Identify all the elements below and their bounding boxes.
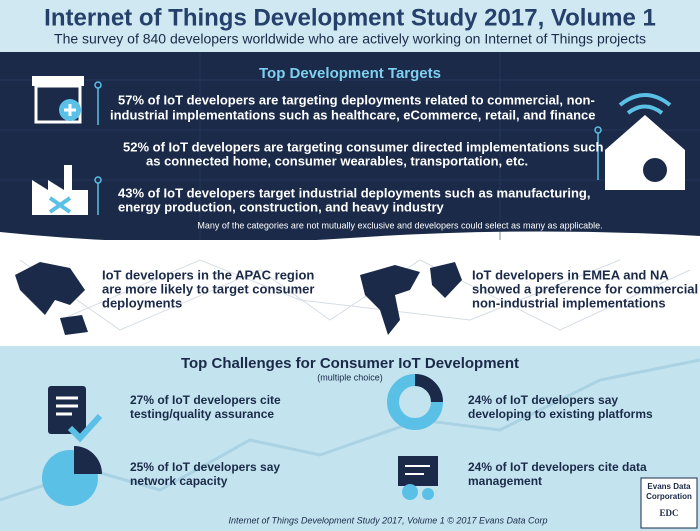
target-text: 52% of IoT developers are targeting cons… [123,139,603,154]
trend-decoration [0,358,700,502]
challenge-text: management [468,474,542,488]
header-bg [0,0,700,52]
region-text: IoT developers in the APAC region [102,267,314,282]
region-text: IoT developers in EMEA and NA [472,267,669,282]
home-icon [605,93,685,190]
region-text: deployments [102,295,182,310]
pie-icon [42,446,102,506]
challenge-text: 24% of IoT developers say [468,393,618,407]
logo-text: Evans Data [647,482,691,491]
connector-lines [94,81,602,215]
footer: Internet of Things Development Study 201… [229,515,548,525]
logo-text: Corporation [646,492,692,501]
factory-icon [32,165,88,215]
section-title: Top Development Targets [259,65,441,82]
region-text: showed a preference for commercial [472,281,698,296]
challenge-text: 25% of IoT developers say [130,460,280,474]
checklist-icon [48,386,103,443]
network-decoration [19,259,691,331]
target-text: as connected home, consumer wearables, t… [146,153,528,168]
challenge-text: testing/quality assurance [130,407,274,421]
target-text: 57% of IoT developers are targeting depl… [118,92,595,107]
data-icon [398,456,438,500]
region-text: are more likely to target consumer [102,281,314,296]
region-text: non-industrial implementations [472,295,666,310]
emea-na-map [360,262,462,335]
target-text: 43% of IoT developers target industrial … [118,185,590,200]
apac-map [15,262,88,335]
subtitle: The survey of 840 developers worldwide w… [54,31,646,47]
targets-bg [0,52,700,240]
challenge-text: network capacity [130,474,228,488]
section-title: Top Challenges for Consumer IoT Developm… [181,355,519,372]
note: Many of the categories are not mutually … [197,220,602,230]
target-text: energy production, construction, and hea… [118,199,445,214]
circuit-decoration [0,52,700,240]
donut-icon [387,374,443,430]
challenge-text: developing to existing platforms [468,407,653,421]
challenge-text: 24% of IoT developers cite data [468,460,647,474]
section-subtitle: (multiple choice) [317,372,383,382]
challenges-bg [0,346,700,531]
store-icon [32,76,84,124]
target-text: industrial implementations such as healt… [110,107,596,122]
logo-mark: EDC [659,508,678,518]
logo-box [640,477,698,529]
challenge-text: 27% of IoT developers cite [130,393,281,407]
title: Internet of Things Development Study 201… [44,4,656,31]
